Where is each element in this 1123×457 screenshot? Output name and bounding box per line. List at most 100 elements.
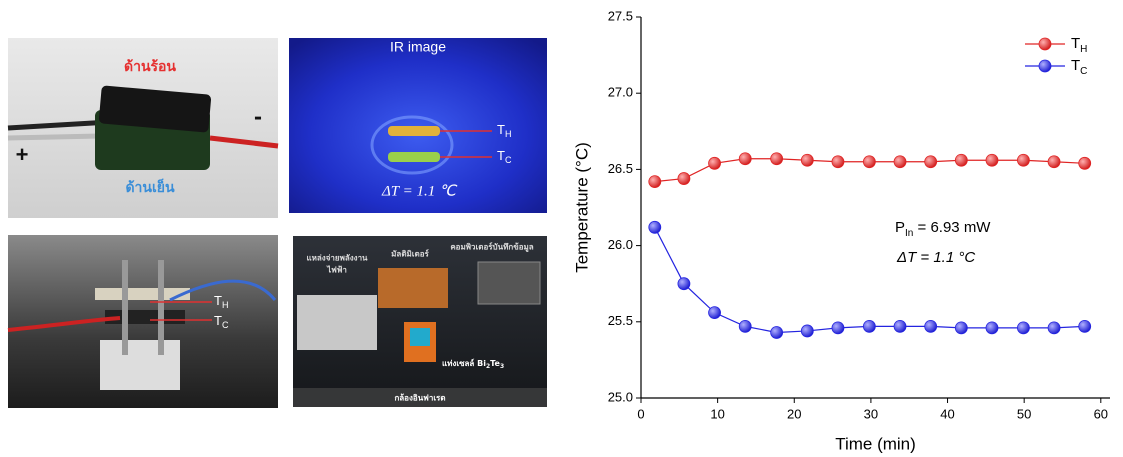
y-tick-label: 26.5 — [608, 161, 633, 176]
rig-photo: TH TC — [7, 235, 278, 408]
y-tick-label: 27.5 — [608, 8, 633, 23]
t: T — [497, 122, 505, 137]
wire — [7, 316, 121, 332]
y-axis-label: Temperature (°C) — [572, 142, 591, 273]
t: T — [214, 313, 222, 328]
sub: 3 — [500, 363, 504, 370]
point — [985, 153, 999, 167]
tc-label: TC — [214, 313, 229, 330]
sub: C — [222, 320, 229, 330]
point — [770, 152, 784, 166]
point — [677, 172, 691, 185]
ir-cold — [388, 152, 440, 162]
base — [100, 340, 180, 390]
point — [893, 319, 907, 333]
point — [800, 324, 814, 338]
point — [708, 156, 721, 170]
plus-label: + — [16, 142, 29, 167]
annotation: PIn = 6.93 mW — [895, 219, 991, 239]
point — [862, 319, 876, 333]
x-tick-label: 40 — [940, 406, 954, 421]
x-tick-label: 50 — [1017, 406, 1031, 421]
y-tick-label: 25.0 — [608, 389, 633, 404]
point — [985, 321, 999, 335]
sub: 2 — [486, 363, 490, 370]
hot-label: ด้านร้อน — [124, 59, 176, 75]
minus-label: - — [254, 103, 262, 130]
point — [708, 306, 721, 320]
screw — [122, 260, 128, 355]
wire — [209, 135, 279, 149]
point — [800, 153, 814, 167]
ir-title: IR image — [390, 39, 446, 55]
point — [1017, 321, 1030, 335]
annotation: ΔT = 1.1 °C — [896, 249, 975, 266]
sub: C — [505, 155, 512, 165]
ann-rest: = 6.93 mW — [913, 219, 991, 236]
tc-label: TC — [497, 148, 512, 165]
legend-name: T — [1071, 35, 1080, 52]
ann-sub: In — [905, 228, 913, 239]
legend-sub: H — [1080, 44, 1087, 55]
t: แท่งเซลล์ Bi — [442, 358, 486, 368]
point — [831, 155, 845, 169]
y-tick-label: 27.0 — [608, 85, 633, 100]
point — [954, 153, 968, 167]
legend-sub: C — [1080, 66, 1087, 77]
point — [648, 175, 662, 188]
setup-photo: แหล่งจ่ายพลังงาน ไฟฟ้า มัลติมิเตอร์ คอมพ… — [293, 236, 547, 407]
point — [770, 326, 784, 339]
laptop — [477, 261, 541, 305]
multimeters — [378, 268, 448, 308]
screw — [158, 260, 164, 355]
legend-label: TC — [1071, 57, 1087, 77]
point — [677, 277, 691, 291]
module-top — [98, 85, 212, 133]
cold-label: ด้านเย็น — [125, 178, 175, 196]
point — [1078, 319, 1092, 333]
point — [924, 319, 938, 333]
camera-label: กล้องอินฟาเรด — [394, 393, 445, 403]
sub: H — [505, 129, 512, 139]
caption-band — [293, 388, 547, 407]
camera-screen — [410, 328, 430, 346]
point — [862, 155, 876, 169]
point — [1047, 155, 1061, 169]
x-tick-label: 30 — [864, 406, 878, 421]
th-label: TH — [497, 122, 511, 139]
power-supply — [297, 295, 377, 350]
t: T — [497, 148, 505, 163]
ann-main: P — [895, 219, 905, 236]
ir-photo: IR image TH TC ΔT = 1.1 ℃ — [289, 38, 547, 213]
supply-label: แหล่งจ่ายพลังงาน — [306, 254, 368, 263]
point — [1047, 321, 1061, 335]
wire — [169, 279, 277, 302]
x-axis-label: Time (min) — [835, 434, 916, 453]
point — [738, 152, 752, 166]
x-tick-label: 0 — [637, 406, 644, 421]
point — [831, 321, 845, 335]
t: Te — [490, 359, 500, 368]
legend-name: T — [1071, 57, 1080, 74]
point — [1017, 153, 1030, 167]
ir-glow — [370, 115, 454, 175]
legend-marker — [1038, 59, 1052, 73]
y-tick-label: 25.5 — [608, 313, 633, 328]
meter-label: มัลติมิเตอร์ — [391, 249, 429, 259]
t: T — [214, 293, 222, 308]
chart: 25.0 25.5 26.0 26.5 27.0 27.5 0 10 20 30 40 50 60 Tim… — [572, 8, 1110, 453]
point — [648, 220, 662, 234]
point — [738, 319, 752, 333]
wire — [7, 133, 101, 141]
x-tick-label: 20 — [787, 406, 801, 421]
point — [924, 155, 938, 169]
x-tick-label: 10 — [710, 406, 724, 421]
module-photo: ด้านร้อน ด้านเย็น + - — [7, 38, 279, 218]
cell-label: แท่งเซลล์ Bi2Te3 — [442, 358, 504, 370]
wire — [7, 119, 111, 131]
y-tick-label: 26.0 — [608, 237, 633, 252]
legend-marker — [1038, 37, 1052, 51]
computer-label: คอมพิวเตอร์บันทึกข้อมูล — [450, 242, 533, 253]
supply-label: ไฟฟ้า — [326, 265, 347, 275]
